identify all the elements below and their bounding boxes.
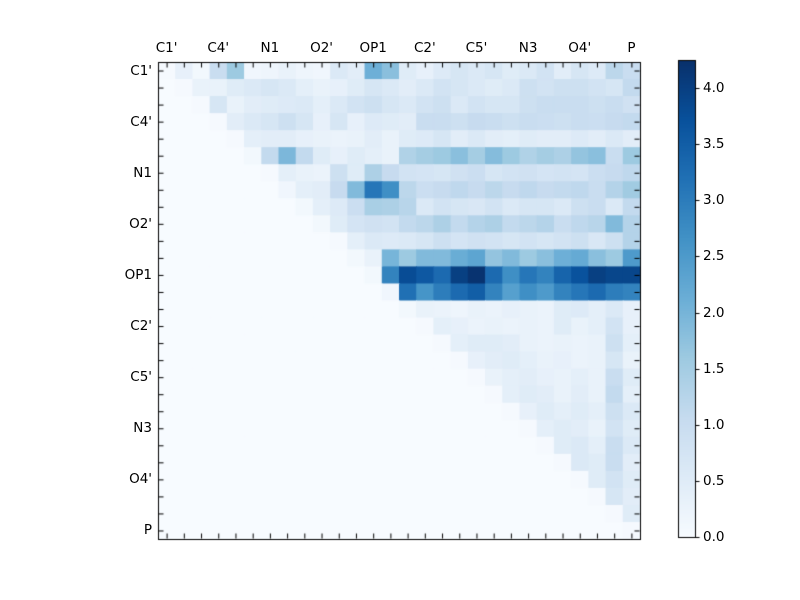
x-axis-label: N1	[260, 40, 280, 56]
y-axis-label: C5'	[130, 369, 152, 386]
y-axis-label: C1'	[130, 62, 152, 79]
colorbar-tick-label: 2.5	[703, 248, 725, 265]
colorbar-tick-label: 3.5	[703, 136, 725, 153]
y-axis-label: C4'	[130, 113, 152, 130]
y-axis-label: OP1	[124, 266, 152, 283]
x-axis-label: P	[627, 40, 636, 56]
colorbar-tick-label: 3.0	[703, 192, 725, 209]
colorbar-tick-label: 0.5	[703, 472, 725, 489]
y-axis-label: N3	[133, 420, 152, 437]
x-axis-label: OP1	[359, 40, 387, 56]
x-axis-label: O4'	[568, 40, 592, 56]
y-axis-label: O2'	[129, 215, 152, 232]
colorbar-tick-label: 0.0	[703, 529, 725, 545]
y-axis-label: N1	[133, 164, 152, 181]
x-axis-label: N3	[518, 40, 538, 56]
x-axis-label: C2'	[413, 40, 436, 56]
y-axis-label: P	[143, 522, 152, 539]
x-axis-label: O2'	[310, 40, 333, 56]
colorbar-tick-label: 4.0	[703, 80, 725, 97]
colorbar-tick-label: 2.0	[703, 304, 725, 321]
x-axis-label: C4'	[207, 40, 230, 56]
colorbar-tick-label: 1.5	[703, 360, 725, 377]
colorbar-tick-label: 1.0	[703, 416, 725, 433]
y-axis-label: O4'	[129, 471, 152, 488]
y-axis-label: C2'	[130, 318, 152, 335]
x-axis-label: C5'	[465, 40, 488, 56]
x-axis-label: C1'	[155, 40, 178, 56]
